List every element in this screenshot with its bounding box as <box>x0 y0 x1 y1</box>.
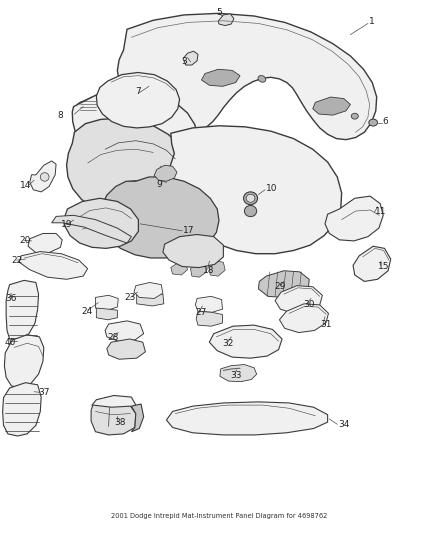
Polygon shape <box>166 402 328 435</box>
Text: 22: 22 <box>11 256 23 265</box>
Text: 30: 30 <box>303 301 314 309</box>
Polygon shape <box>30 161 56 192</box>
Polygon shape <box>209 325 282 358</box>
Polygon shape <box>119 98 131 109</box>
Text: 33: 33 <box>230 371 241 379</box>
Text: 28: 28 <box>107 334 119 342</box>
Polygon shape <box>137 292 164 306</box>
Text: 15: 15 <box>378 262 389 271</box>
Text: 34: 34 <box>338 420 350 429</box>
Polygon shape <box>183 51 198 65</box>
Polygon shape <box>52 215 131 243</box>
Ellipse shape <box>40 173 49 181</box>
Polygon shape <box>201 69 240 86</box>
Text: 19: 19 <box>61 221 73 229</box>
Text: 6: 6 <box>383 117 389 126</box>
Text: 32: 32 <box>223 339 234 348</box>
Polygon shape <box>91 405 136 435</box>
Polygon shape <box>191 263 207 277</box>
Text: 8: 8 <box>57 111 63 119</box>
Polygon shape <box>67 118 191 217</box>
Polygon shape <box>3 383 41 436</box>
Polygon shape <box>131 404 144 432</box>
Text: 5: 5 <box>216 9 222 17</box>
Polygon shape <box>65 198 138 248</box>
Text: 27: 27 <box>195 309 206 317</box>
Polygon shape <box>78 97 98 113</box>
Polygon shape <box>313 97 350 115</box>
Text: 10: 10 <box>266 184 277 193</box>
Text: 38: 38 <box>114 418 126 426</box>
Polygon shape <box>163 235 223 268</box>
Text: 2001 Dodge Intrepid Mat-Instrument Panel Diagram for 4698762: 2001 Dodge Intrepid Mat-Instrument Panel… <box>111 513 327 519</box>
Polygon shape <box>279 304 328 333</box>
Ellipse shape <box>369 119 378 126</box>
Text: 24: 24 <box>81 307 93 316</box>
Text: 23: 23 <box>124 294 135 302</box>
Text: 40: 40 <box>4 338 16 346</box>
Polygon shape <box>107 339 145 359</box>
Polygon shape <box>96 308 117 320</box>
Text: 14: 14 <box>20 181 31 190</box>
Text: 36: 36 <box>5 294 17 303</box>
Polygon shape <box>220 365 257 382</box>
Polygon shape <box>171 262 187 275</box>
Polygon shape <box>196 311 223 326</box>
Text: 11: 11 <box>375 207 386 216</box>
Polygon shape <box>195 296 223 312</box>
Polygon shape <box>104 96 116 107</box>
Polygon shape <box>325 196 383 241</box>
Polygon shape <box>218 14 234 26</box>
Polygon shape <box>117 13 377 140</box>
Text: 37: 37 <box>39 388 50 397</box>
Ellipse shape <box>244 192 258 205</box>
Ellipse shape <box>246 195 255 203</box>
Ellipse shape <box>351 113 358 119</box>
Polygon shape <box>134 100 146 110</box>
Polygon shape <box>154 165 177 181</box>
Text: 9: 9 <box>156 180 162 189</box>
Polygon shape <box>116 180 160 206</box>
Text: 1: 1 <box>369 17 375 26</box>
Polygon shape <box>353 246 391 281</box>
Text: 17: 17 <box>183 227 194 235</box>
Polygon shape <box>6 280 39 339</box>
Polygon shape <box>4 335 44 388</box>
Polygon shape <box>166 126 342 254</box>
Text: 29: 29 <box>274 282 286 290</box>
Text: 7: 7 <box>135 87 141 96</box>
Ellipse shape <box>258 76 266 82</box>
Polygon shape <box>258 271 309 297</box>
Polygon shape <box>100 177 219 258</box>
Polygon shape <box>134 282 163 298</box>
Polygon shape <box>72 88 197 179</box>
Text: 18: 18 <box>203 266 215 275</box>
Polygon shape <box>92 395 136 414</box>
Polygon shape <box>28 233 62 253</box>
Text: 20: 20 <box>19 237 31 245</box>
Text: 31: 31 <box>321 320 332 328</box>
Polygon shape <box>105 321 144 341</box>
Polygon shape <box>275 286 322 313</box>
Text: 3: 3 <box>182 58 187 66</box>
Ellipse shape <box>244 205 257 216</box>
Polygon shape <box>96 72 180 128</box>
Polygon shape <box>19 252 88 279</box>
Polygon shape <box>209 261 225 276</box>
Polygon shape <box>95 295 118 310</box>
